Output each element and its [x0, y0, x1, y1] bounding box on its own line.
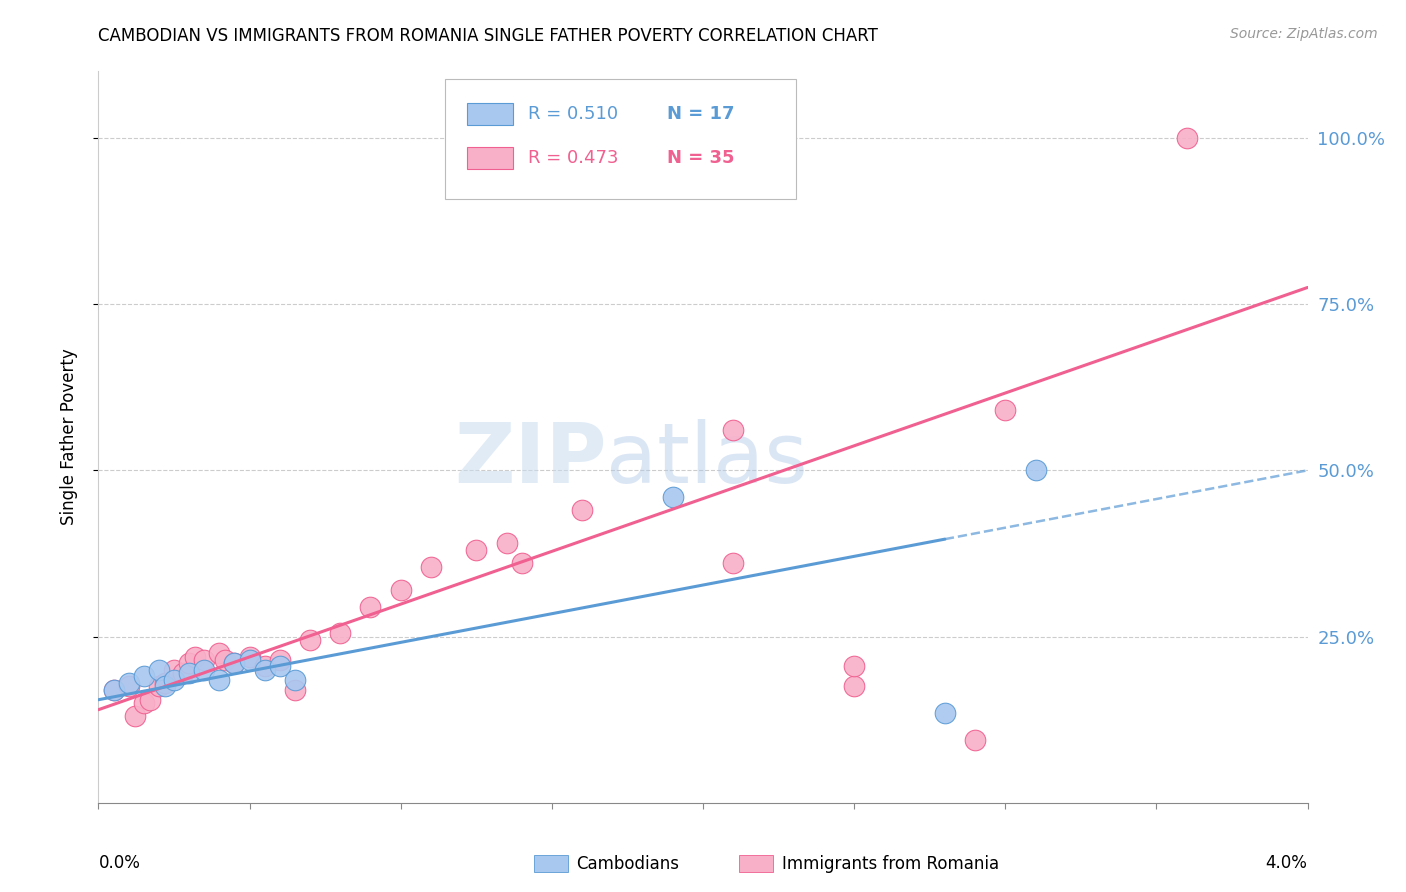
Point: [172, 666, 194, 681]
Bar: [534, 855, 568, 871]
Point: [214, 653, 236, 667]
Point: [179, 666, 201, 681]
Point: [118, 680, 141, 694]
Point: [208, 673, 231, 687]
Point: [360, 599, 382, 614]
Point: [1024, 463, 1046, 477]
FancyBboxPatch shape: [446, 78, 796, 200]
Point: [132, 669, 155, 683]
Point: [124, 709, 146, 723]
Point: [139, 692, 162, 706]
Bar: [740, 855, 773, 871]
Point: [269, 653, 291, 667]
Point: [224, 656, 246, 670]
Point: [179, 656, 201, 670]
Point: [208, 646, 231, 660]
Point: [239, 649, 262, 664]
Text: N = 17: N = 17: [666, 104, 734, 123]
Text: N = 35: N = 35: [666, 149, 734, 167]
Point: [465, 543, 488, 558]
Point: [965, 732, 987, 747]
Text: ZIP: ZIP: [454, 418, 606, 500]
Point: [103, 682, 125, 697]
Point: [495, 536, 517, 550]
Point: [844, 680, 866, 694]
Point: [103, 682, 125, 697]
Point: [662, 490, 685, 504]
Point: [723, 424, 745, 438]
Y-axis label: Single Father Poverty: Single Father Poverty: [59, 349, 77, 525]
Bar: [467, 103, 513, 125]
Point: [299, 632, 322, 647]
Text: CAMBODIAN VS IMMIGRANTS FROM ROMANIA SINGLE FATHER POVERTY CORRELATION CHART: CAMBODIAN VS IMMIGRANTS FROM ROMANIA SIN…: [98, 27, 879, 45]
Point: [284, 682, 307, 697]
Point: [253, 663, 276, 677]
Text: R = 0.473: R = 0.473: [527, 149, 619, 167]
Point: [132, 696, 155, 710]
Point: [193, 653, 215, 667]
Point: [153, 680, 176, 694]
Point: [389, 582, 412, 597]
Point: [1175, 131, 1198, 145]
Point: [253, 659, 276, 673]
Point: [153, 676, 176, 690]
Bar: [467, 146, 513, 169]
Point: [118, 676, 141, 690]
Point: [163, 663, 186, 677]
Point: [193, 663, 215, 677]
Point: [994, 403, 1017, 417]
Point: [510, 557, 533, 571]
Point: [184, 649, 207, 664]
Text: Immigrants from Romania: Immigrants from Romania: [782, 855, 998, 872]
Text: 0.0%: 0.0%: [98, 854, 141, 872]
Point: [329, 626, 352, 640]
Text: Source: ZipAtlas.com: Source: ZipAtlas.com: [1230, 27, 1378, 41]
Point: [239, 653, 262, 667]
Point: [163, 673, 186, 687]
Text: R = 0.510: R = 0.510: [527, 104, 617, 123]
Text: Cambodians: Cambodians: [576, 855, 679, 872]
Point: [420, 559, 443, 574]
Text: atlas: atlas: [606, 418, 808, 500]
Point: [934, 706, 956, 720]
Point: [844, 659, 866, 673]
Point: [148, 663, 170, 677]
Point: [269, 659, 291, 673]
Point: [723, 557, 745, 571]
Point: [224, 656, 246, 670]
Point: [571, 503, 593, 517]
Text: 4.0%: 4.0%: [1265, 854, 1308, 872]
Point: [284, 673, 307, 687]
Point: [148, 680, 170, 694]
